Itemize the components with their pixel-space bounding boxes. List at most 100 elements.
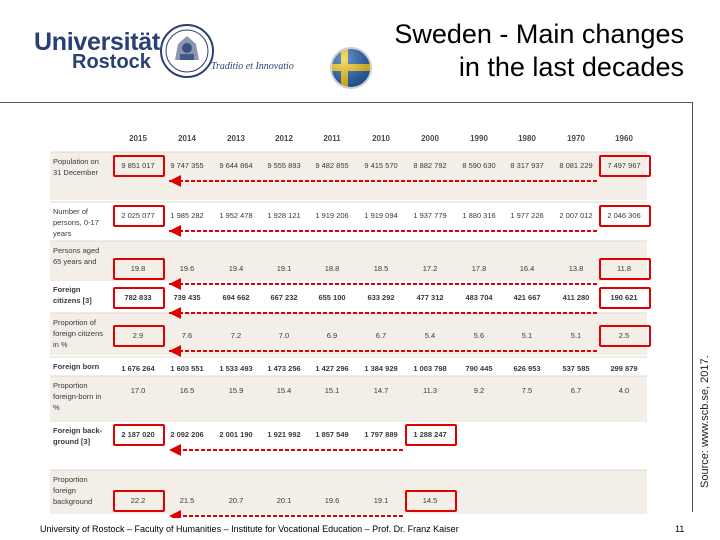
table-year-header: 2013 — [227, 134, 245, 143]
table-cell: 1 880 316 — [462, 211, 496, 220]
highlight-box — [599, 155, 651, 177]
table-cell: 537 585 — [562, 364, 590, 373]
table-cell: 19.6 — [179, 264, 195, 273]
highlight-box — [405, 490, 457, 512]
university-logo: Universität Rostock Traditio et Innovati… — [34, 24, 294, 78]
table-row-label: Foreign born — [53, 362, 100, 371]
table-cell: 2 092 206 — [170, 430, 204, 439]
table-year-header: 1980 — [518, 134, 536, 143]
table-cell: 9 415 570 — [364, 161, 398, 170]
table-cell: 19.8 — [130, 264, 146, 273]
table-cell: 16.5 — [179, 386, 195, 395]
table-cell: 8 882 792 — [413, 161, 447, 170]
highlight-box — [113, 424, 165, 446]
table-cell: 477 312 — [416, 293, 444, 302]
table-cell: 1 533 493 — [219, 364, 253, 373]
table-cell: 421 667 — [513, 293, 541, 302]
table-cell: 7.2 — [230, 331, 242, 340]
highlight-box — [113, 325, 165, 347]
table-cell: 7.0 — [278, 331, 290, 340]
content-frame-top-rule — [0, 102, 692, 103]
table-year-header: 2012 — [275, 134, 293, 143]
table-cell: 2.9 — [132, 331, 144, 340]
table-cell: 1 427 296 — [315, 364, 349, 373]
table-cell: 2 187 020 — [121, 430, 155, 439]
table-cell: 1 003 798 — [413, 364, 447, 373]
table-cell: 5.1 — [570, 331, 582, 340]
footer-text: University of Rostock – Faculty of Human… — [40, 524, 459, 534]
slide-title: Sweden - Main changes in the last decade… — [324, 18, 684, 84]
table-cell: 18.5 — [373, 264, 389, 273]
table-row-label: Foreign citizens [3] — [53, 285, 92, 305]
table-year-header: 1960 — [615, 134, 633, 143]
table-cell: 15.4 — [276, 386, 292, 395]
table-cell: 15.1 — [324, 386, 340, 395]
table-cell: 6.9 — [326, 331, 338, 340]
table-cell: 22.2 — [130, 496, 146, 505]
logo-wordmark-line1: Universität — [34, 28, 160, 56]
table-cell: 19.4 — [228, 264, 244, 273]
table-cell: 9 851 017 — [121, 161, 155, 170]
logo-wordmark-line2: Rostock — [72, 51, 151, 73]
table-cell: 13.8 — [568, 264, 584, 273]
table-cell: 1 937 779 — [413, 211, 447, 220]
highlight-box — [113, 155, 165, 177]
slide-title-line1: Sweden - Main changes — [394, 19, 684, 49]
table-cell: 18.8 — [324, 264, 340, 273]
table-cell: 16.4 — [519, 264, 535, 273]
statistics-table: 2015 2014 2013 2012 2011 2010 2000 1990 1980 1970… — [50, 128, 651, 518]
table-row-label: Proportion foreign background — [53, 475, 93, 506]
table-cell: 9.2 — [473, 386, 485, 395]
table-cell: 2 001 190 — [219, 430, 253, 439]
table-cell: 1 985 282 — [170, 211, 204, 220]
table-cell: 1 288 247 — [413, 430, 447, 439]
table-cell: 667 232 — [270, 293, 298, 302]
table-cell: 20.7 — [228, 496, 244, 505]
table-cell: 6.7 — [570, 386, 582, 395]
table-cell: 782 833 — [124, 293, 152, 302]
page-number: 11 — [675, 524, 685, 534]
table-cell: 2 046 306 — [607, 211, 641, 220]
table-cell: 7 497 967 — [607, 161, 641, 170]
table-cell: 14.5 — [422, 496, 438, 505]
table-cell: 19.1 — [276, 264, 292, 273]
table-cell: 9 555 893 — [267, 161, 301, 170]
table-cell: 1 921 992 — [267, 430, 301, 439]
table-cell: 626 953 — [513, 364, 541, 373]
table-year-header: 2010 — [372, 134, 390, 143]
table-cell: 20.1 — [276, 496, 292, 505]
table-cell: 11.3 — [422, 386, 438, 395]
table-cell: 411 280 — [562, 293, 590, 302]
table-cell: 9 747 355 — [170, 161, 204, 170]
table-cell: 1 473 256 — [267, 364, 301, 373]
table-cell: 190 621 — [610, 293, 638, 302]
table-row-stripe — [50, 376, 647, 420]
table-year-header: 1990 — [470, 134, 488, 143]
table-cell: 1 857 549 — [315, 430, 349, 439]
table-cell: 17.8 — [471, 264, 487, 273]
table-year-header: 1970 — [567, 134, 585, 143]
table-cell: 4.0 — [618, 386, 630, 395]
highlight-box — [405, 424, 457, 446]
highlight-box — [599, 258, 651, 280]
table-cell: 483 704 — [465, 293, 493, 302]
table-cell: 1 603 551 — [170, 364, 204, 373]
table-cell: 1 797 889 — [364, 430, 398, 439]
table-cell: 694 662 — [222, 293, 250, 302]
table-row-label: Population on 31 December — [53, 157, 99, 177]
table-cell: 1 928 121 — [267, 211, 301, 220]
highlight-box — [113, 287, 165, 309]
table-row-label: Number of persons, 0-17 years — [53, 207, 99, 238]
table-cell: 15.9 — [228, 386, 244, 395]
highlight-box — [113, 490, 165, 512]
table-cell: 7.6 — [181, 331, 193, 340]
table-cell: 5.6 — [473, 331, 485, 340]
table-cell: 633 292 — [367, 293, 395, 302]
highlight-box — [599, 287, 651, 309]
table-cell: 17.2 — [422, 264, 438, 273]
sweden-flag-icon — [330, 47, 372, 89]
table-cell: 8 081 229 — [559, 161, 593, 170]
table-cell: 19.6 — [324, 496, 340, 505]
table-cell: 14.7 — [373, 386, 389, 395]
table-row-label: Persons aged 65 years and — [53, 246, 100, 266]
